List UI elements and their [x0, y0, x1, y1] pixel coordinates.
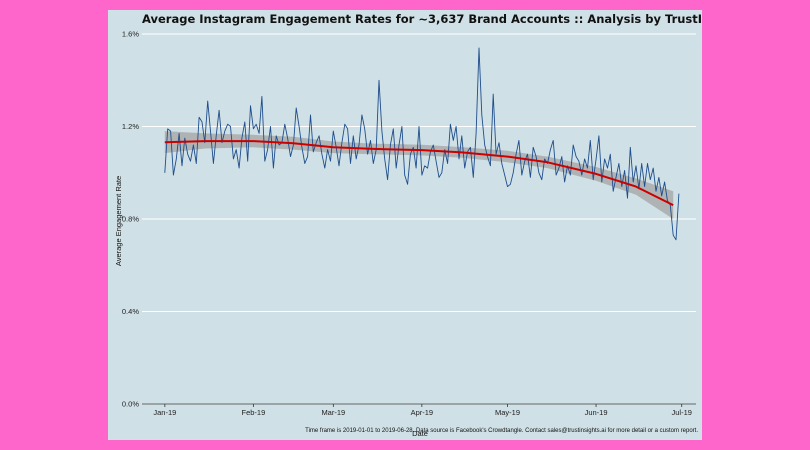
y-tick-label: 0.8% [122, 215, 139, 224]
x-tick-label: Jan-19 [153, 408, 176, 417]
engagement-chart: Average Instagram Engagement Rates for ~… [114, 12, 702, 438]
x-tick-label: Jun-19 [585, 408, 608, 417]
y-tick-label: 0.0% [122, 400, 139, 409]
series-layer [164, 47, 680, 241]
trend-line [164, 140, 674, 206]
trend-layer [164, 140, 674, 206]
x-tick-label: May-19 [495, 408, 520, 417]
x-axis-label: Date [412, 429, 428, 438]
x-tick-label: Jul-19 [672, 408, 692, 417]
chart-title: Average Instagram Engagement Rates for ~… [142, 12, 702, 26]
chart-panel: Average Instagram Engagement Rates for ~… [108, 10, 702, 440]
y-tick-label: 1.6% [122, 30, 139, 39]
y-axis-label: Average Engagement Rate [114, 176, 123, 266]
x-tick-label: Mar-19 [321, 408, 345, 417]
chart-caption: Time frame is 2019-01-01 to 2019-06-28. … [305, 428, 698, 434]
engagement-series-line [164, 47, 680, 241]
x-tick-label: Feb-19 [241, 408, 265, 417]
axes: 0.0% 0.4% 0.8% 1.2% 1.6% Jan-19 Feb-19 Mar-19 Ap… [122, 30, 696, 417]
gridlines [142, 33, 696, 405]
x-tick-label: Apr-19 [411, 408, 434, 417]
y-tick-label: 1.2% [122, 122, 139, 131]
y-tick-label: 0.4% [122, 307, 139, 316]
